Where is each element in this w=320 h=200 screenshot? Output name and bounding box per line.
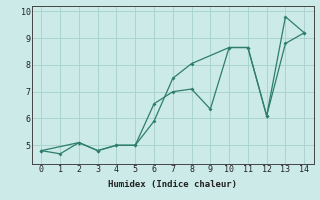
X-axis label: Humidex (Indice chaleur): Humidex (Indice chaleur) [108,180,237,189]
